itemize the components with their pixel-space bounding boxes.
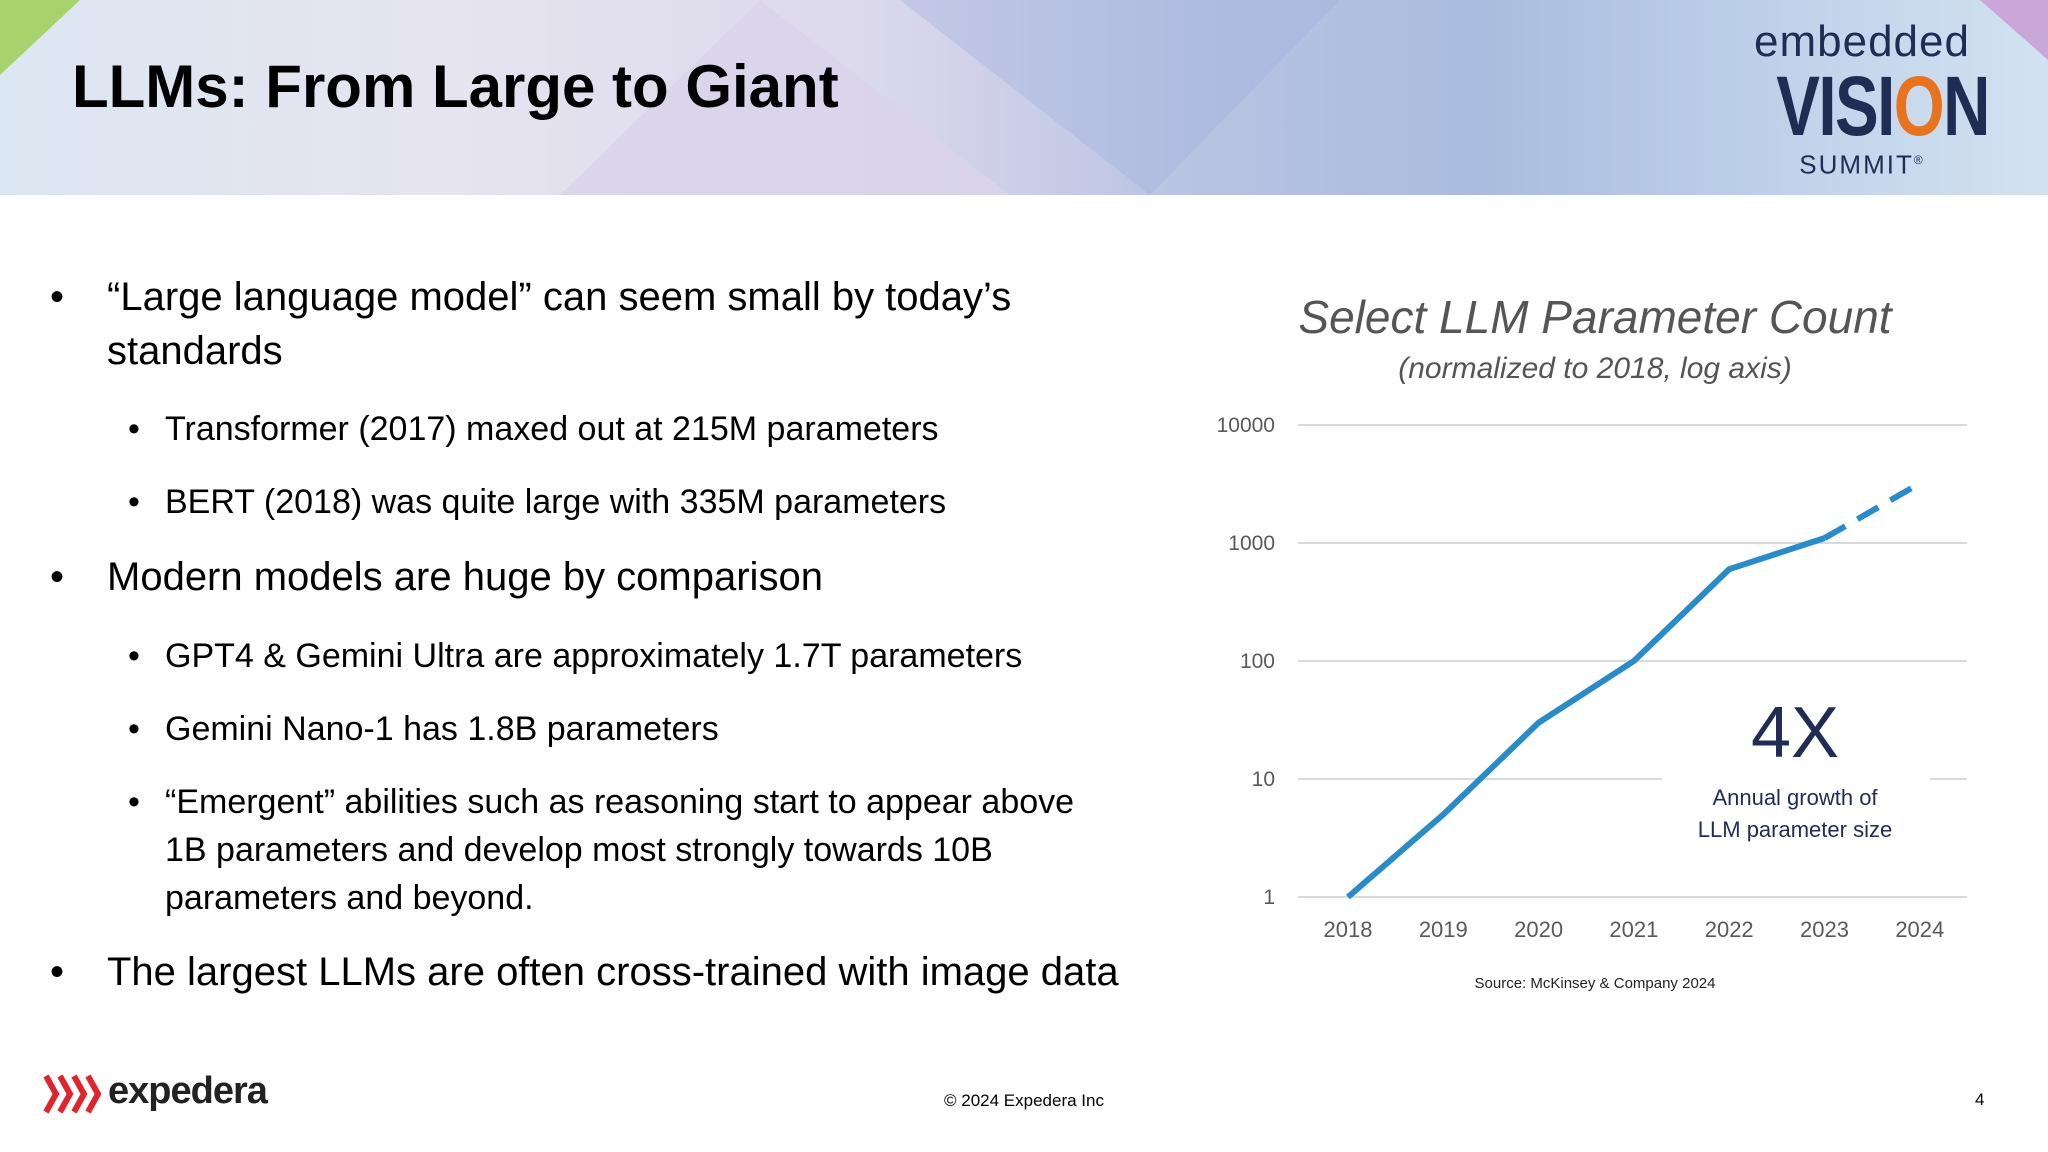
page-title: LLMs: From Large to Giant: [72, 53, 839, 120]
bullet-line: The largest LLMs are often cross-trained…: [107, 950, 1119, 994]
x-tick-label: 2024: [1895, 917, 1944, 942]
sub-bullet-item: • GPT4 & Gemini Ultra are approximately 1…: [128, 632, 1023, 680]
x-tick-label: 2019: [1419, 917, 1468, 942]
sub-bullet-item: • Gemini Nano-1 has 1.8B parameters: [128, 705, 719, 753]
header-band: LLMs: From Large to Giant embedded VISIO…: [0, 0, 2048, 195]
bullet-line: “Emergent” abilities such as reasoning s…: [165, 783, 1075, 821]
bullet-dot-icon: •: [128, 783, 140, 821]
bullet-dot-icon: •: [50, 275, 65, 319]
y-tick-label: 10000: [1217, 414, 1275, 437]
brand-name: expedera: [108, 1070, 268, 1112]
bullet-dot-icon: •: [128, 637, 140, 675]
x-tick-label: 2018: [1324, 917, 1373, 942]
logo-top-text: embedded: [1754, 17, 1970, 66]
chart-title: Select LLM Parameter Count: [1298, 291, 1892, 343]
bullet-item: • The largest LLMs are often cross-traine…: [50, 945, 1119, 999]
growth-label-line: Annual growth of: [1712, 785, 1878, 810]
chart-subtitle: (normalized to 2018, log axis): [1398, 352, 1792, 385]
annotation-background: [1662, 770, 1930, 840]
blue-triangle: [900, 0, 1340, 195]
parameter-count-chart: 1 10 100 1000 10000 2018 2019 2020 2021 2022 2023 2…: [1217, 414, 1967, 942]
bullet-line: Gemini Nano-1 has 1.8B parameters: [165, 710, 719, 748]
bullet-line: standards: [107, 329, 283, 373]
sub-bullet-item: • “Emergent” abilities such as reasoning …: [128, 778, 1075, 922]
bullet-line: Transformer (2017) maxed out at 215M par…: [165, 410, 939, 448]
header-decoration: [0, 0, 2048, 195]
bullet-dot-icon: •: [50, 950, 65, 994]
bullet-dot-icon: •: [50, 555, 65, 599]
x-tick-label: 2020: [1514, 917, 1563, 942]
chart-source: Source: McKinsey & Company 2024: [1474, 975, 1716, 992]
purple-corner-triangle: [1980, 0, 2048, 60]
logo-bottom-text: SUMMIT®: [1799, 149, 1925, 180]
growth-value: 4X: [1750, 693, 1840, 773]
expedera-logo: expedera: [40, 1070, 280, 1118]
y-tick-label: 100: [1240, 650, 1275, 673]
green-corner-triangle: [0, 0, 80, 75]
embedded-vision-summit-logo: embedded VISION SUMMIT®: [1752, 17, 1990, 180]
bullet-line: GPT4 & Gemini Ultra are approximately 1.…: [165, 637, 1023, 675]
bullet-item: • “Large language model” can seem small b…: [50, 270, 1012, 378]
bullet-line: 1B parameters and develop most strongly …: [165, 831, 993, 869]
projection-line: [1823, 480, 1922, 541]
logo-middle-text: VISION: [1776, 59, 1990, 153]
bullet-dot-icon: •: [128, 483, 140, 521]
x-tick-label: 2021: [1609, 917, 1658, 942]
x-tick-label: 2023: [1800, 917, 1849, 942]
bullet-item: • Modern models are huge by comparison: [50, 550, 823, 604]
sub-bullet-item: • BERT (2018) was quite large with 335M p…: [128, 478, 947, 526]
bullet-dot-icon: •: [128, 710, 140, 748]
x-tick-label: 2022: [1705, 917, 1754, 942]
bullet-line: Modern models are huge by comparison: [107, 555, 823, 599]
page-number: 4: [1975, 1090, 1985, 1109]
expedera-chevrons-icon: [43, 1074, 102, 1114]
lavender-triangle: [560, 0, 1010, 195]
growth-label-line: LLM parameter size: [1697, 817, 1893, 842]
bullet-line: parameters and beyond.: [165, 879, 534, 917]
bullet-list: • “Large language model” can seem small b…: [50, 270, 1119, 999]
growth-label: Annual growth of LLM parameter size: [1660, 782, 1930, 846]
bullet-line: BERT (2018) was quite large with 335M pa…: [165, 483, 947, 521]
y-tick-label: 1: [1263, 886, 1275, 909]
bullet-dot-icon: •: [128, 410, 140, 448]
sub-bullet-item: • Transformer (2017) maxed out at 215M pa…: [128, 405, 939, 453]
y-tick-label: 1000: [1228, 532, 1275, 555]
bullet-line: “Large language model” can seem small by…: [107, 275, 1012, 319]
y-tick-label: 10: [1252, 768, 1275, 791]
copyright: © 2024 Expedera Inc: [944, 1091, 1104, 1110]
series-line: [1346, 535, 1826, 900]
